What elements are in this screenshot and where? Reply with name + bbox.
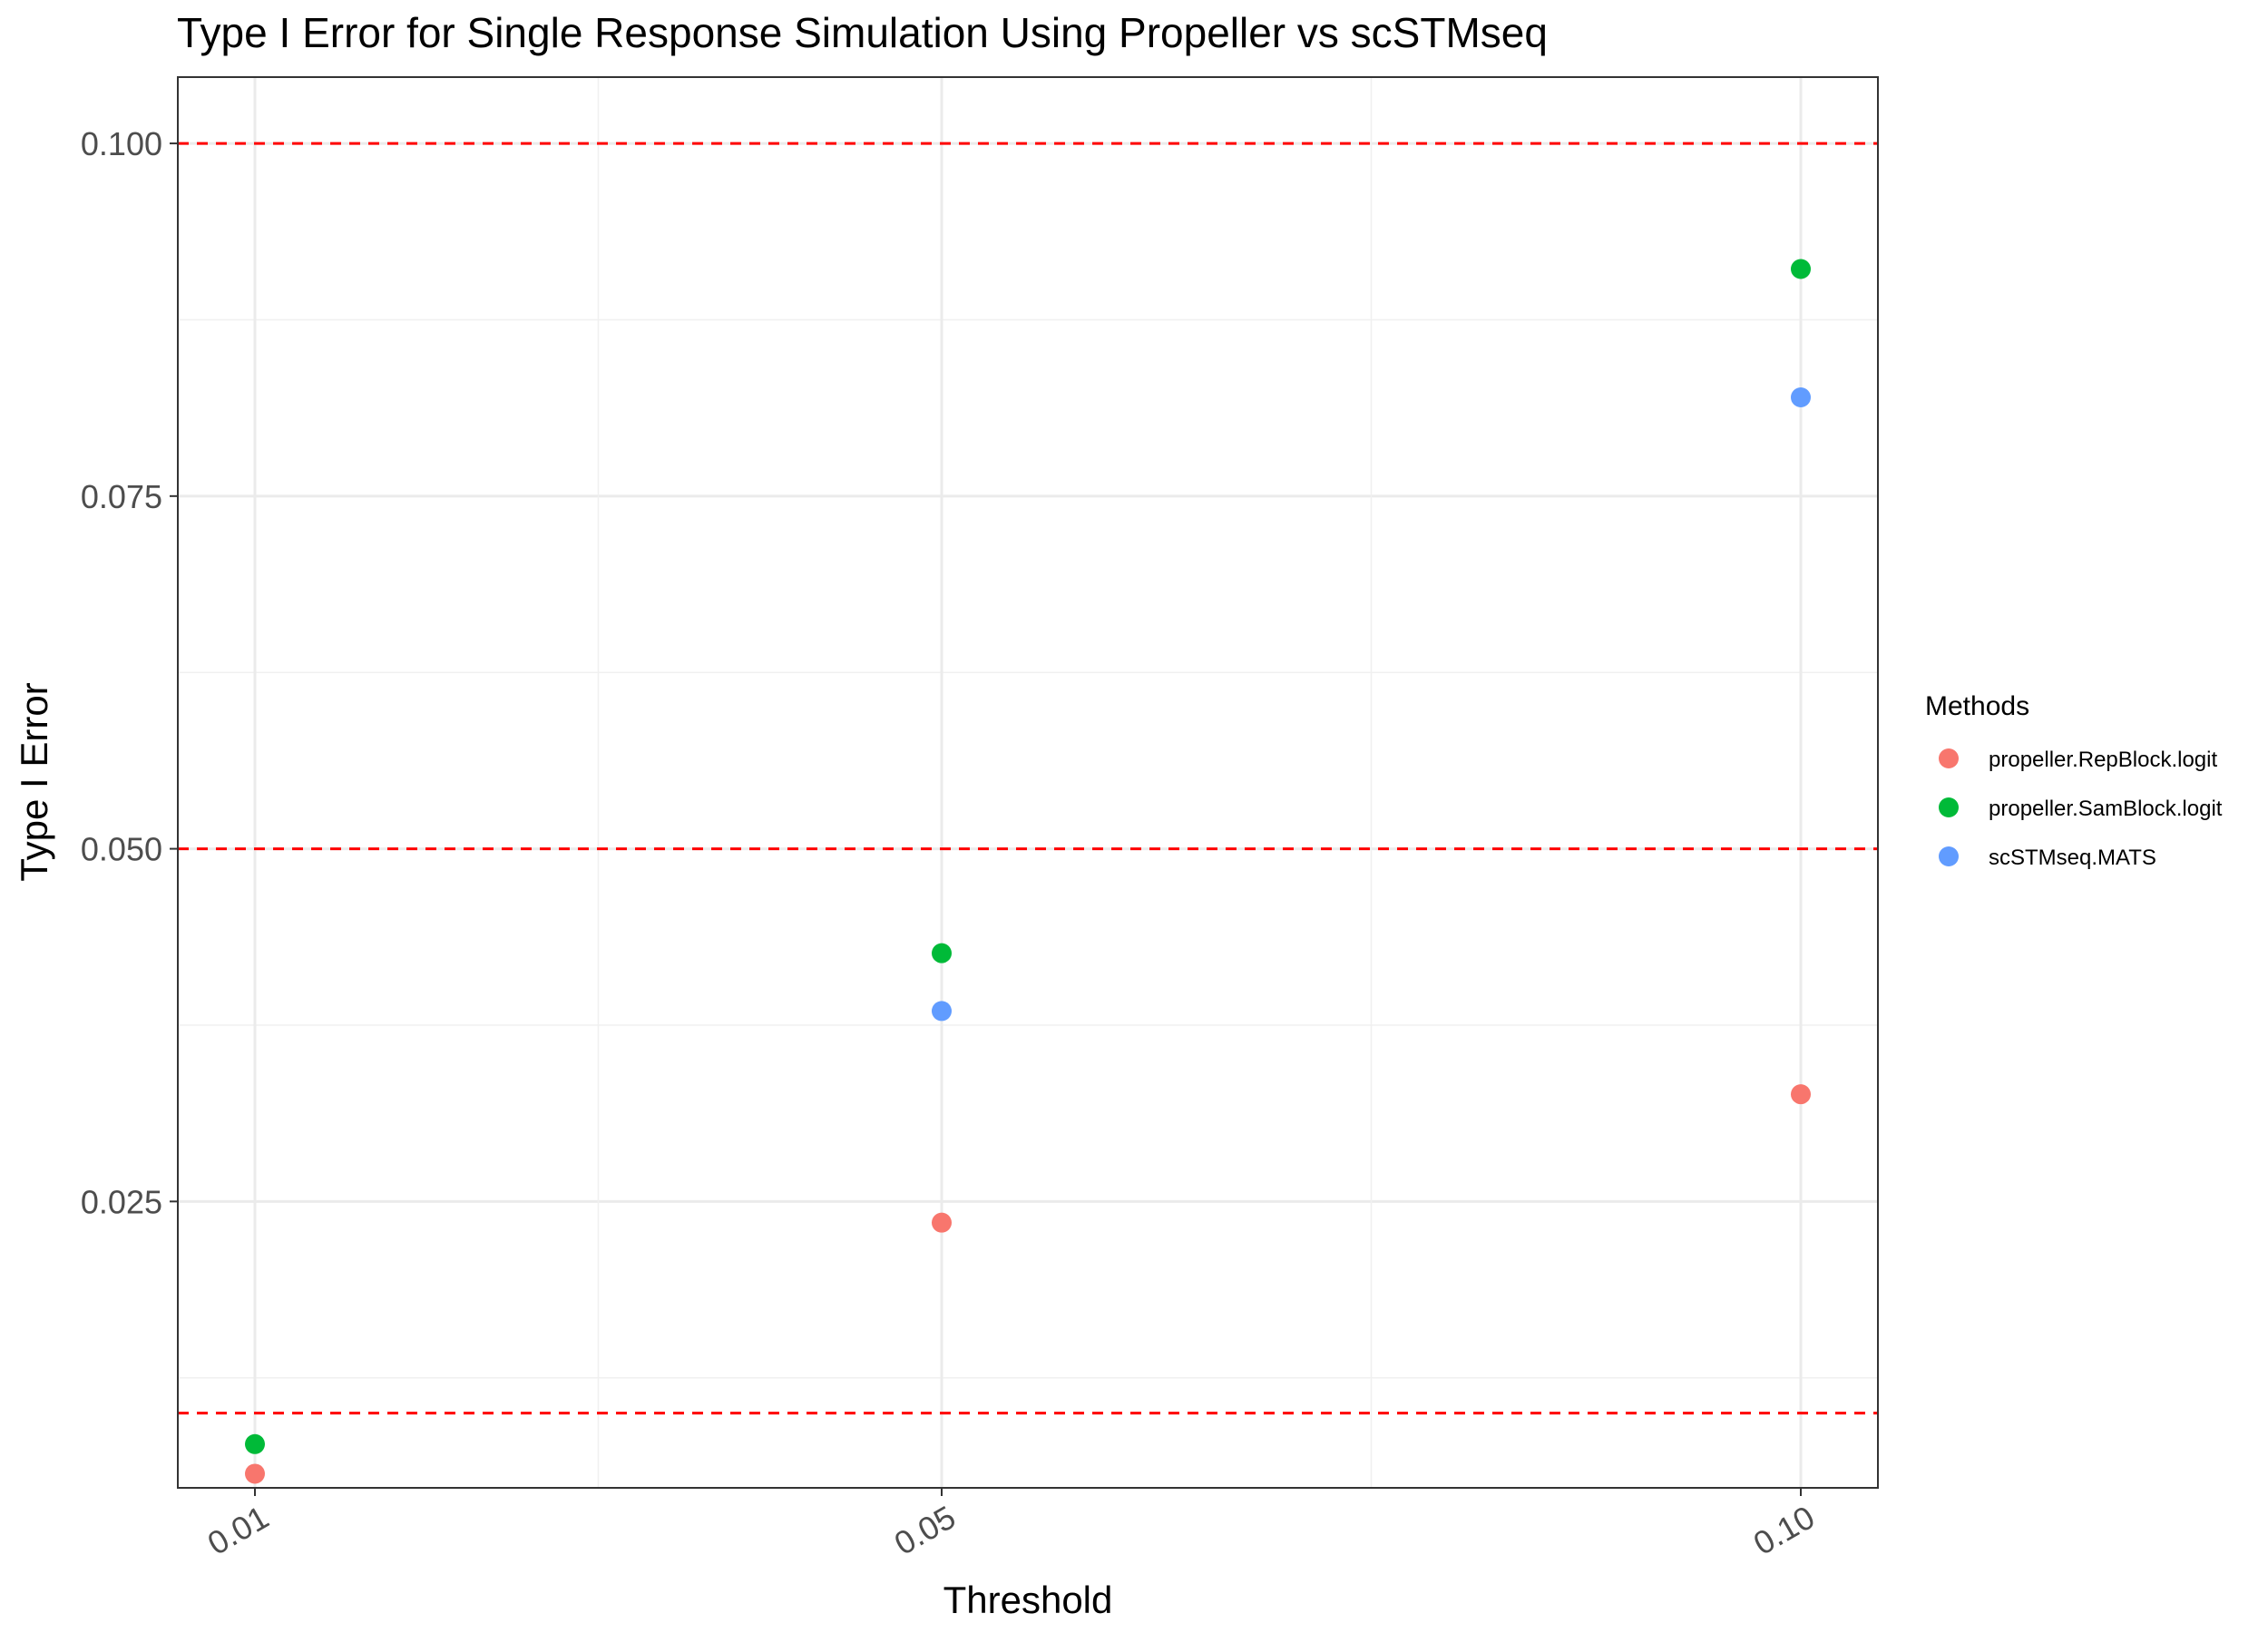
y-axis-title: Type I Error bbox=[13, 682, 55, 881]
y-tick-label: 0.050 bbox=[81, 831, 162, 868]
y-tick-label: 0.075 bbox=[81, 478, 162, 515]
reference-lines bbox=[178, 142, 1878, 1415]
data-point bbox=[932, 1212, 952, 1233]
data-point bbox=[932, 943, 952, 963]
chart-title: Type I Error for Single Response Simulat… bbox=[177, 9, 1548, 56]
legend-item: propeller.RepBlock.logit bbox=[1939, 748, 2217, 772]
legend: Methods propeller.RepBlock.logit propelle… bbox=[1925, 691, 2223, 870]
data-point bbox=[245, 1433, 265, 1454]
x-tick-label: 0.10 bbox=[1747, 1498, 1821, 1562]
grid bbox=[178, 77, 1878, 1488]
legend-label: scSTMseq.MATS bbox=[1989, 846, 2156, 870]
x-axis: 0.01 0.05 0.10 bbox=[201, 1488, 1821, 1562]
y-tick-label: 0.100 bbox=[81, 125, 162, 162]
legend-title: Methods bbox=[1925, 691, 2029, 721]
legend-key bbox=[1939, 748, 1959, 768]
y-tick-label: 0.025 bbox=[81, 1183, 162, 1220]
data-point bbox=[245, 1463, 265, 1484]
x-tick-label: 0.05 bbox=[888, 1498, 962, 1562]
data-point bbox=[1791, 386, 1811, 407]
legend-item: scSTMseq.MATS bbox=[1939, 846, 2156, 870]
legend-key bbox=[1939, 797, 1959, 817]
data-points bbox=[245, 259, 1811, 1484]
x-axis-title: Threshold bbox=[943, 1579, 1113, 1621]
legend-label: propeller.RepBlock.logit bbox=[1989, 748, 2217, 772]
legend-label: propeller.SamBlock.logit bbox=[1989, 797, 2223, 821]
x-tick-label: 0.01 bbox=[201, 1498, 275, 1562]
data-point bbox=[932, 1001, 952, 1022]
legend-item: propeller.SamBlock.logit bbox=[1939, 797, 2223, 821]
plot-panel-border bbox=[177, 76, 1879, 1489]
data-point bbox=[1791, 1084, 1811, 1105]
y-axis: 0.025 0.050 0.075 0.100 bbox=[81, 125, 178, 1220]
data-point bbox=[1791, 259, 1811, 279]
legend-key bbox=[1939, 846, 1959, 866]
